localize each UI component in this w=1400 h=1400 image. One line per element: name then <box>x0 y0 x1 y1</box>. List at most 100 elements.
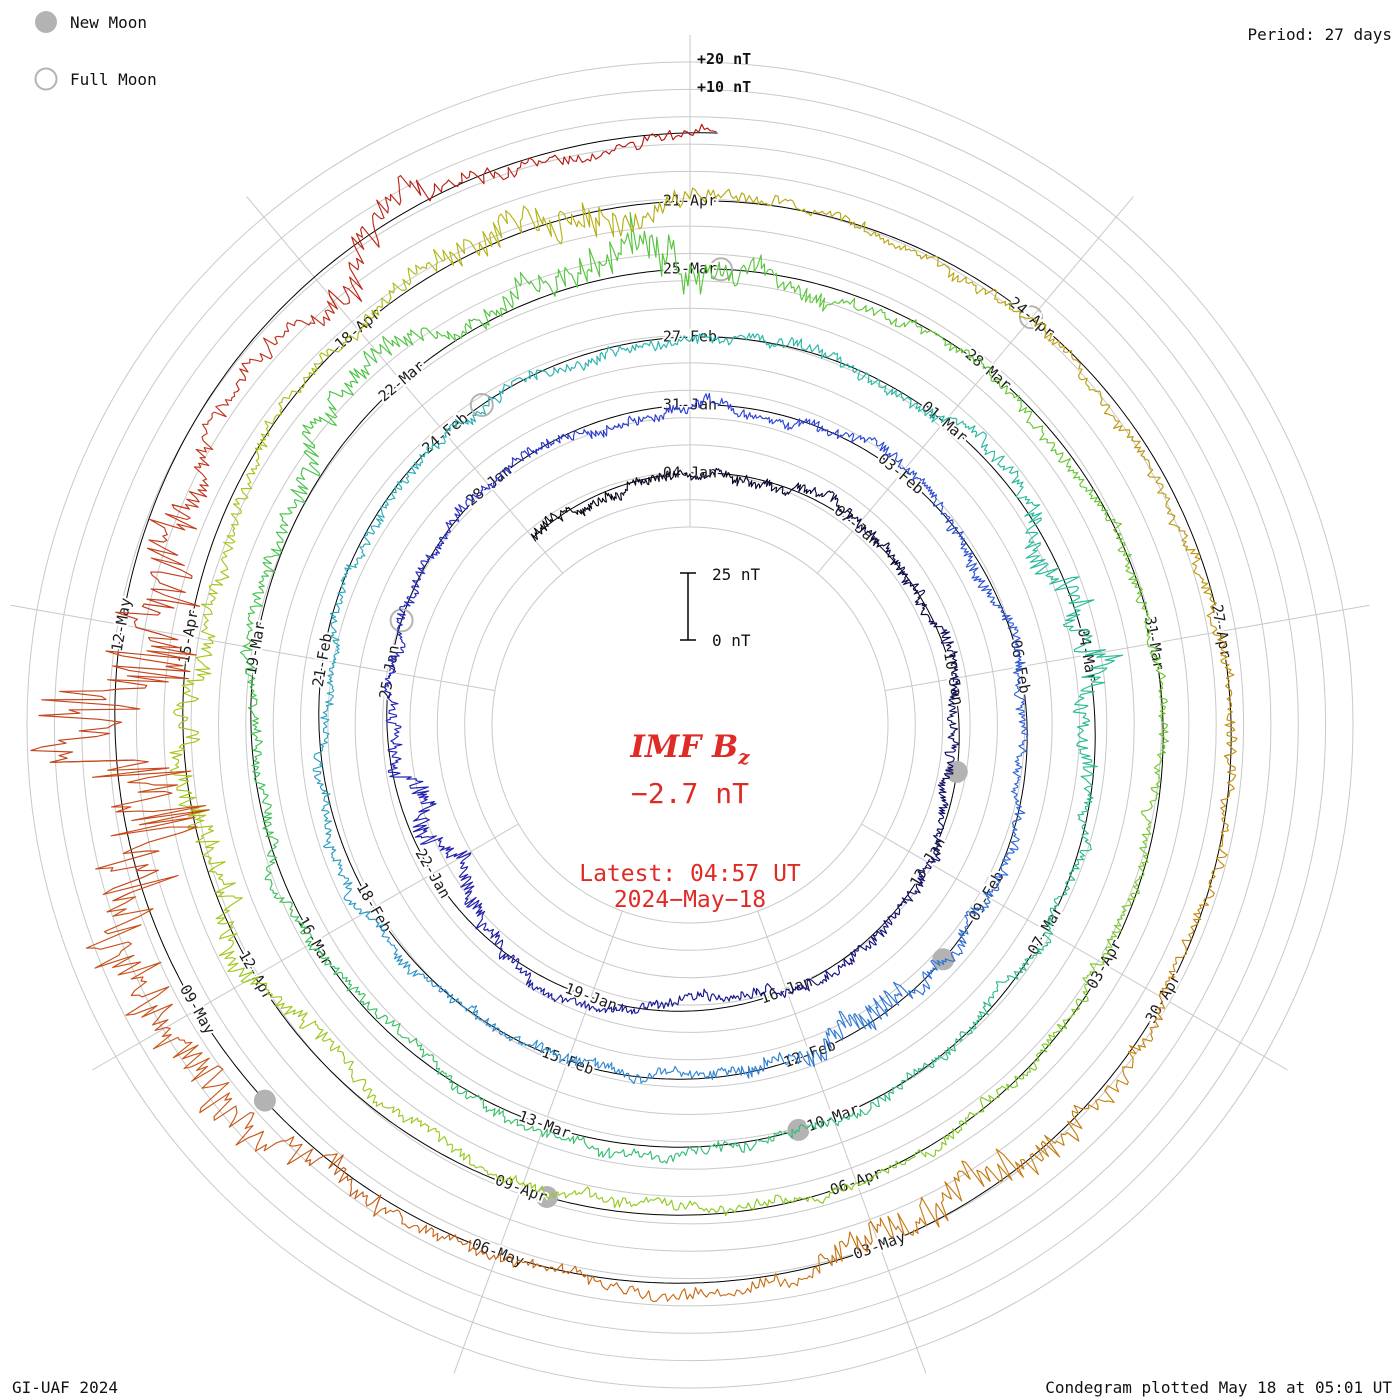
bz-trace-segment <box>856 518 901 571</box>
date-ring-label: 12-May <box>108 596 135 652</box>
bz-trace-segment <box>1139 749 1166 863</box>
latest-date-label: 2024−May−18 <box>614 887 766 913</box>
bz-trace-segment <box>587 999 659 1015</box>
date-ring-label: 30-Apr <box>1142 970 1185 1026</box>
bz-trace-segment <box>312 745 332 836</box>
bz-trace-segment <box>301 347 379 449</box>
bz-trace-segment <box>243 976 345 1056</box>
annotation-layer: New Moon Full Moon Period: 27 days +20 n… <box>12 11 1392 1397</box>
scale-bar-bottom-label: 0 nT <box>712 631 751 650</box>
date-ring-label: 06-May <box>469 1235 526 1270</box>
bz-trace-segment <box>522 1182 637 1209</box>
bz-trace-segment <box>329 576 347 665</box>
bz-trace-segment <box>927 799 949 863</box>
bz-trace-segment <box>152 1026 264 1146</box>
bz-trace-segment <box>423 975 497 1028</box>
bz-trace-segment <box>902 467 956 532</box>
bz-trace-segment <box>444 378 517 438</box>
grid-spoke <box>861 823 1288 1071</box>
plotted-timestamp-label: Condegram plotted May 18 at 05:01 UT <box>1045 1378 1392 1397</box>
bz-trace-segment <box>254 1130 382 1208</box>
bz-trace-segment <box>843 915 897 966</box>
bz-trace-segment <box>987 592 1026 668</box>
bz-trace-segment <box>940 416 1020 484</box>
bz-trace-segment <box>551 130 691 166</box>
date-ring-label: 21-Feb <box>309 632 336 688</box>
bz-trace-segment <box>235 295 338 393</box>
bz-trace-segment <box>856 1128 961 1186</box>
bz-trace-segment <box>894 860 932 919</box>
bz-trace-segment <box>449 205 572 267</box>
bz-trace-segment <box>785 958 850 995</box>
bz-trace-segment <box>342 1051 430 1128</box>
bz-trace-segment <box>495 1253 627 1295</box>
date-ring-label: 22-Mar <box>375 357 428 406</box>
bz-trace-segment <box>242 547 283 651</box>
bz-trace-segment <box>986 366 1057 454</box>
bz-trace-segment <box>1212 628 1238 757</box>
bz-trace-segment <box>384 672 402 745</box>
grid-spoke <box>246 196 564 574</box>
bz-trace-segment <box>378 1014 454 1091</box>
outer-grid-label-plus20: +20 nT <box>697 50 751 68</box>
baseline-layer <box>114 132 1232 1284</box>
bz-trace-segment <box>812 1004 883 1068</box>
date-ring-label: 09-Feb <box>965 868 1008 924</box>
bz-trace-segment <box>404 537 445 607</box>
bz-trace-segment <box>546 423 620 449</box>
date-ring-label: 06-Apr <box>828 1164 885 1199</box>
bz-trace-segment <box>917 1001 992 1074</box>
bz-trace-segment <box>541 1128 643 1159</box>
period-label: Period: 27 days <box>1248 25 1393 44</box>
bz-trace-segment <box>1159 878 1215 997</box>
grid-spoke <box>816 196 1134 574</box>
bz-trace-segment <box>599 335 691 360</box>
bz-trace-segment <box>688 467 749 487</box>
bz-trace-segment <box>169 640 214 759</box>
grid-spoke <box>453 910 623 1374</box>
bz-trace-segment <box>169 754 226 873</box>
bz-trace-segment <box>530 506 586 542</box>
full-moon-legend-icon <box>34 67 58 91</box>
bz-trace-segment <box>475 922 528 976</box>
bz-trace-segment <box>566 1055 652 1085</box>
date-ring-label: 27-Feb <box>663 328 717 346</box>
bz-trace-segment <box>808 209 927 260</box>
bz-trace-segment <box>623 1281 760 1303</box>
new-moon-legend-label: New Moon <box>70 13 147 32</box>
bz-trace-segment <box>1012 665 1029 745</box>
bz-trace-segment <box>567 189 691 238</box>
grid-layer <box>10 35 1370 1389</box>
bz-trace-segment <box>1072 649 1124 749</box>
bz-trace-segment <box>1076 745 1098 846</box>
bz-trace-segment <box>458 852 486 930</box>
bz-trace-segment <box>514 352 603 383</box>
bz-trace-segment <box>200 527 236 644</box>
bz-trace-segment <box>373 1194 502 1261</box>
new-moon-marker <box>253 1089 276 1112</box>
zero-baseline-spiral <box>114 132 1232 1284</box>
latest-time-label: Latest: 04:57 UT <box>579 861 801 887</box>
bz-trace-segment <box>745 1182 861 1210</box>
date-ring-label: 16-Mar <box>294 913 337 969</box>
bz-trace-segment <box>790 284 892 325</box>
bz-trace-segment <box>483 258 582 326</box>
bz-trace-segment <box>957 1052 1042 1134</box>
bz-trace-segment <box>1037 960 1105 1055</box>
grid-spoke <box>10 604 496 692</box>
scale-bar: 25 nT 0 nT <box>680 565 761 650</box>
bz-trace-segment <box>633 1196 749 1217</box>
bz-trace-segment <box>239 645 263 753</box>
bz-trace-segment <box>1102 858 1149 965</box>
bz-trace-segment <box>415 154 556 202</box>
center-title: IMF Bz <box>629 729 750 769</box>
bz-trace-segment <box>630 469 691 486</box>
bz-trace-segment <box>657 988 725 1009</box>
bz-trace-segment <box>896 566 931 623</box>
bz-trace-segment <box>946 675 960 741</box>
bz-trace-segment <box>984 1104 1099 1183</box>
bz-trace-segment <box>937 738 960 802</box>
credit-label: GI-UAF 2024 <box>12 1378 118 1397</box>
center-title-subscript: z <box>737 745 750 769</box>
